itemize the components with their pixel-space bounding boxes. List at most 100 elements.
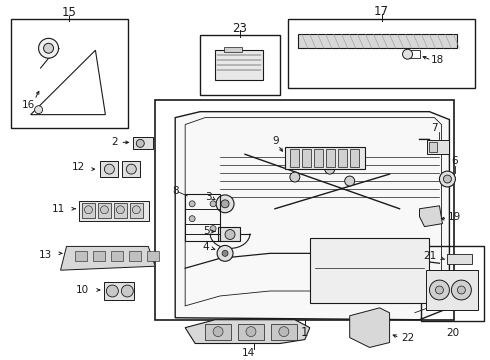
- Bar: [104, 282, 134, 300]
- Circle shape: [216, 195, 234, 213]
- Bar: [185, 194, 220, 242]
- Polygon shape: [185, 320, 310, 343]
- Bar: [326, 149, 335, 167]
- Polygon shape: [61, 246, 155, 270]
- Circle shape: [213, 327, 223, 337]
- Bar: [215, 50, 263, 80]
- Circle shape: [189, 201, 195, 207]
- Bar: [75, 251, 87, 261]
- Bar: [421, 246, 484, 321]
- Circle shape: [279, 327, 289, 337]
- Text: 9: 9: [272, 136, 279, 147]
- Circle shape: [84, 206, 93, 214]
- Bar: [302, 149, 311, 167]
- Circle shape: [35, 106, 43, 114]
- Circle shape: [106, 285, 119, 297]
- Circle shape: [221, 200, 229, 208]
- Circle shape: [440, 171, 455, 187]
- Text: 1: 1: [301, 326, 309, 339]
- Bar: [310, 238, 429, 303]
- Circle shape: [290, 172, 300, 182]
- Circle shape: [44, 43, 53, 53]
- Bar: [408, 50, 419, 58]
- Text: 6: 6: [451, 156, 458, 166]
- Text: 16: 16: [22, 100, 35, 110]
- Bar: [238, 324, 264, 339]
- Bar: [82, 203, 96, 218]
- Circle shape: [210, 201, 216, 207]
- Circle shape: [345, 176, 355, 186]
- Text: 22: 22: [401, 333, 414, 343]
- Bar: [133, 138, 153, 149]
- Text: 4: 4: [203, 242, 209, 252]
- Bar: [314, 149, 323, 167]
- Circle shape: [403, 49, 413, 59]
- Bar: [155, 100, 454, 320]
- Bar: [147, 251, 159, 261]
- Circle shape: [100, 206, 108, 214]
- Circle shape: [436, 286, 443, 294]
- Bar: [130, 203, 143, 218]
- Circle shape: [39, 39, 58, 58]
- Text: 19: 19: [448, 212, 461, 222]
- Text: 23: 23: [233, 22, 247, 35]
- Bar: [224, 47, 242, 52]
- Bar: [11, 18, 128, 127]
- Circle shape: [126, 164, 136, 174]
- Bar: [218, 226, 240, 242]
- Text: 10: 10: [76, 285, 89, 295]
- Bar: [100, 161, 119, 177]
- Bar: [114, 203, 127, 218]
- Circle shape: [457, 286, 465, 294]
- Text: 15: 15: [62, 6, 77, 19]
- Bar: [290, 149, 299, 167]
- Bar: [79, 201, 149, 221]
- Circle shape: [325, 164, 335, 174]
- Text: 8: 8: [172, 186, 178, 196]
- Circle shape: [225, 230, 235, 239]
- Circle shape: [429, 280, 449, 300]
- Bar: [447, 255, 472, 264]
- Bar: [288, 18, 475, 88]
- Circle shape: [246, 327, 256, 337]
- Circle shape: [217, 246, 233, 261]
- Circle shape: [122, 285, 133, 297]
- Text: 17: 17: [374, 5, 389, 18]
- Bar: [338, 149, 347, 167]
- Circle shape: [451, 280, 471, 300]
- Text: 21: 21: [423, 251, 436, 261]
- Circle shape: [210, 226, 216, 231]
- Bar: [129, 251, 141, 261]
- Circle shape: [443, 175, 451, 183]
- Text: 13: 13: [39, 250, 52, 260]
- Bar: [298, 35, 457, 48]
- Text: 7: 7: [431, 122, 438, 132]
- Bar: [285, 147, 365, 169]
- Bar: [122, 161, 140, 177]
- Bar: [205, 324, 231, 339]
- Text: 18: 18: [431, 55, 444, 65]
- Circle shape: [222, 250, 228, 256]
- Bar: [200, 35, 280, 95]
- Polygon shape: [419, 206, 442, 226]
- Text: 3: 3: [205, 192, 211, 202]
- Bar: [429, 143, 438, 152]
- Bar: [111, 251, 123, 261]
- Circle shape: [116, 206, 124, 214]
- Text: 20: 20: [446, 328, 459, 338]
- Bar: [271, 324, 297, 339]
- Text: 12: 12: [72, 162, 85, 172]
- Polygon shape: [175, 112, 449, 320]
- Text: 5: 5: [203, 226, 209, 235]
- Circle shape: [104, 164, 114, 174]
- Circle shape: [189, 216, 195, 222]
- Circle shape: [132, 206, 140, 214]
- Bar: [94, 251, 105, 261]
- Circle shape: [136, 139, 144, 147]
- Text: 2: 2: [111, 138, 118, 147]
- Bar: [350, 149, 359, 167]
- Bar: [427, 140, 449, 154]
- Polygon shape: [350, 308, 390, 347]
- Text: 11: 11: [52, 204, 65, 214]
- Bar: [98, 203, 111, 218]
